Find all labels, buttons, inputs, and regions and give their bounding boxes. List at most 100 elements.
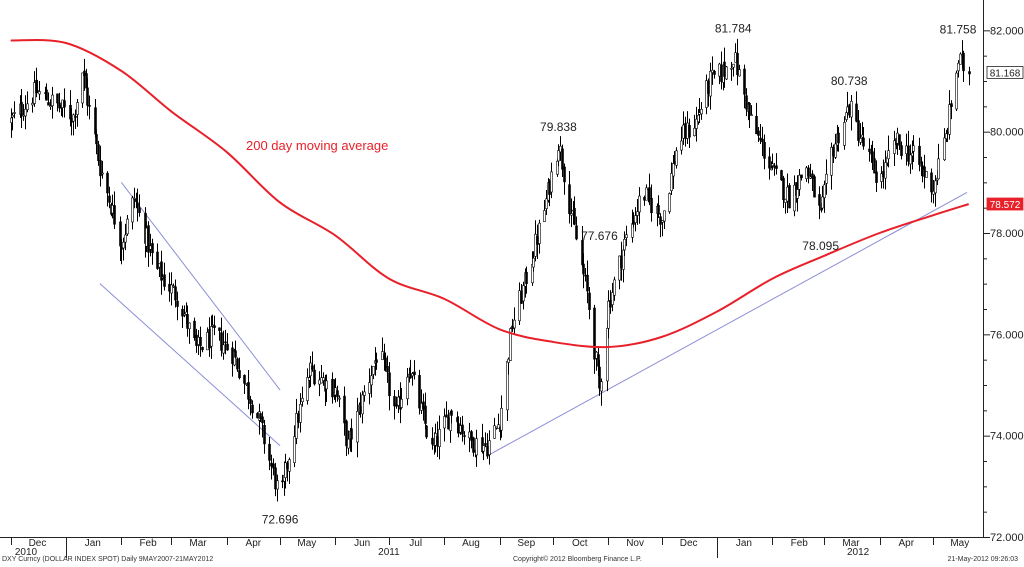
candle-body: [725, 66, 728, 80]
candle-body: [909, 154, 912, 165]
candle-2011-06-03: [338, 395, 341, 408]
x-month-label-4: Apr: [246, 538, 262, 549]
candle-body: [158, 263, 161, 268]
candle-2012-01-24: [757, 126, 760, 142]
candle-2012-01-06: [725, 66, 728, 81]
last-value-label-0: 81.168: [990, 68, 1021, 79]
candle-body: [780, 170, 783, 181]
candle-body: [461, 424, 464, 435]
candle-body: [95, 134, 98, 145]
candle-2011-06-21: [370, 365, 373, 398]
candle-body: [818, 194, 821, 206]
candle-body: [705, 80, 708, 108]
candle-2011-08-17: [472, 436, 475, 457]
candle-body: [925, 171, 928, 178]
candle-2011-01-17: [94, 99, 97, 138]
annotation-81.758: 81.758: [940, 22, 977, 36]
candle-2011-02-23: [160, 250, 163, 295]
x-year-label-0: 2010: [15, 547, 38, 558]
candle-body: [274, 467, 277, 490]
candle-body: [713, 71, 716, 75]
candle-2011-06-13: [356, 397, 359, 458]
candle-body: [361, 394, 364, 415]
candle-body: [243, 374, 246, 384]
trendline-2: [486, 192, 968, 457]
candle-2011-10-13: [573, 196, 576, 226]
candle-body: [220, 332, 223, 351]
candle-body: [532, 257, 535, 268]
candle-2012-04-18: [909, 144, 912, 174]
candle-2011-09-21: [534, 220, 537, 262]
candle-2011-05-09: [293, 425, 296, 468]
candle-2011-05-13: [301, 386, 304, 407]
candle-body: [912, 145, 915, 152]
candle-body: [695, 118, 698, 129]
candle-2011-11-17: [636, 199, 639, 225]
candle-2011-02-10: [136, 188, 139, 222]
candle-body: [197, 336, 200, 345]
candle-2012-01-26: [761, 126, 764, 157]
candle-body: [918, 145, 921, 165]
candle-body: [509, 328, 512, 361]
candle-body: [193, 320, 196, 339]
annotation-79.838: 79.838: [540, 120, 577, 134]
candle-2011-04-20: [259, 412, 262, 423]
candle-body: [188, 322, 191, 330]
candle-2011-07-15: [413, 360, 416, 380]
candle-body: [261, 416, 264, 424]
candle-body: [522, 285, 525, 302]
candle-body: [306, 377, 309, 401]
ma-200-line: [10, 38, 970, 349]
candle-2012-03-26: [868, 138, 871, 162]
candle-2011-06-06: [343, 386, 346, 436]
candle-2012-02-03: [775, 153, 778, 175]
x-month-label-9: Sep: [517, 538, 535, 549]
x-month-label-16: Apr: [899, 538, 915, 549]
candle-body: [106, 172, 109, 194]
candle-body: [343, 395, 346, 424]
candle-body: [176, 300, 179, 307]
candle-body: [160, 261, 163, 281]
candle-2011-10-21: [588, 286, 591, 320]
candle-body: [648, 187, 651, 199]
candle-body: [336, 390, 339, 398]
annotation-layer: 72.696 79.838 77.676 81.784 78.095 80.738 81.7…: [246, 21, 977, 526]
candle-body: [657, 205, 660, 215]
candle-2011-08-05: [450, 409, 453, 424]
candle-body: [950, 103, 953, 107]
candle-body: [738, 69, 741, 77]
candle-2012-05-15: [957, 60, 960, 78]
x-month-label-17: May: [950, 538, 969, 549]
candle-2011-08-31: [497, 413, 500, 429]
candle-body: [26, 103, 29, 110]
candle-2011-10-11: [570, 198, 573, 228]
candle-body: [438, 429, 441, 447]
candle-body: [406, 376, 409, 400]
candle-2011-09-16: [525, 266, 528, 294]
candle-2011-03-04: [176, 291, 179, 321]
candle-body: [81, 72, 84, 104]
candle-2011-05-27: [325, 374, 328, 403]
candle-body: [147, 225, 150, 253]
candle-body: [855, 103, 858, 122]
candle-2011-08-02: [445, 401, 448, 418]
candle-body: [663, 210, 666, 222]
candle-2011-02-25: [163, 262, 166, 291]
y-tick-label-2: 78.000: [990, 228, 1024, 240]
candle-2011-04-25: [268, 436, 271, 471]
candle-body: [472, 437, 475, 453]
candle-body: [793, 184, 796, 212]
candle-2011-04-01: [226, 333, 229, 351]
candle-2012-03-23: [862, 126, 865, 150]
candle-body: [259, 413, 262, 419]
candle-2011-01-06: [74, 109, 77, 129]
candle-2012-05-04: [937, 143, 940, 180]
candle-body: [284, 462, 287, 478]
candle-2012-02-10: [788, 183, 791, 209]
candle-2011-10-20: [586, 260, 589, 304]
candle-body: [525, 271, 528, 285]
candle-2011-03-03: [174, 279, 177, 308]
candle-2011-03-01: [170, 272, 173, 306]
candle-body: [170, 284, 173, 294]
